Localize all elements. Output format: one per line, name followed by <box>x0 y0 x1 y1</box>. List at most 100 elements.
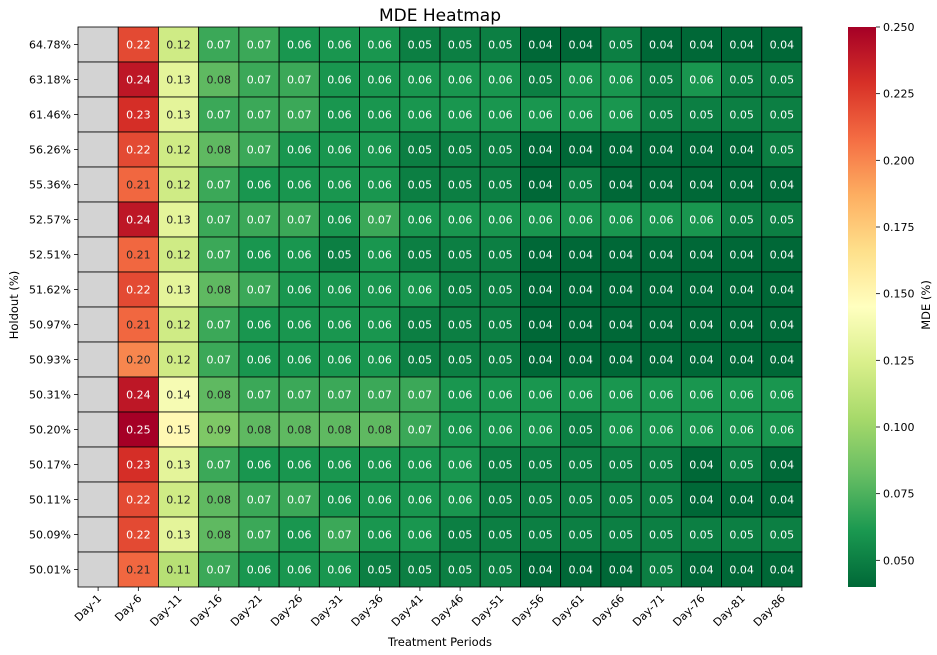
cell-value-label: 0.04 <box>770 284 795 297</box>
cell-value-label: 0.04 <box>649 249 674 262</box>
cell-value-label: 0.13 <box>166 109 191 122</box>
heatmap-cell <box>761 271 803 308</box>
cell-value-label: 0.06 <box>408 284 433 297</box>
heatmap-cell <box>520 551 562 588</box>
heatmap-cell <box>77 411 119 448</box>
cell-value-label: 0.06 <box>528 389 553 402</box>
cell-value-label: 0.04 <box>528 144 553 157</box>
cell-value-label: 0.21 <box>126 319 151 332</box>
cell-value-label: 0.04 <box>609 179 634 192</box>
cell-value-label: 0.06 <box>327 354 352 367</box>
heatmap-cell <box>77 271 119 308</box>
heatmap-cell <box>600 516 642 553</box>
x-tick-label: Day-51 <box>469 592 506 629</box>
cell-value-label: 0.04 <box>689 354 714 367</box>
cell-value-label: 0.07 <box>207 459 232 472</box>
cell-value-label: 0.06 <box>367 354 392 367</box>
cell-value-label: 0.23 <box>126 109 151 122</box>
heatmap-cell <box>439 341 481 378</box>
cell-value-label: 0.04 <box>689 459 714 472</box>
cell-value-label: 0.13 <box>166 74 191 87</box>
heatmap-cell <box>479 551 521 588</box>
heatmap-cell <box>600 341 642 378</box>
cell-value-label: 0.05 <box>448 529 473 542</box>
cell-value-label: 0.07 <box>287 214 312 227</box>
heatmap-cell <box>520 61 562 98</box>
heatmap-cell <box>238 411 280 448</box>
colorbar-tick-label: 0.225 <box>883 88 915 101</box>
colorbar-tick-label: 0.150 <box>883 288 915 301</box>
heatmap-cell <box>479 446 521 483</box>
cell-value-label: 0.06 <box>609 214 634 227</box>
y-tick-label: 50.31% <box>29 389 71 402</box>
cell-value-label: 0.05 <box>488 39 513 52</box>
heatmap-cell <box>680 411 722 448</box>
cell-value-label: 0.05 <box>770 74 795 87</box>
heatmap-cell <box>278 481 320 518</box>
cell-value-label: 0.04 <box>528 354 553 367</box>
cell-value-label: 0.06 <box>649 424 674 437</box>
heatmap-cell <box>359 341 401 378</box>
heatmap-cell <box>278 166 320 203</box>
cell-value-label: 0.06 <box>287 459 312 472</box>
cell-value-label: 0.05 <box>569 529 594 542</box>
heatmap-cell <box>640 166 682 203</box>
cell-value-label: 0.05 <box>408 179 433 192</box>
heatmap-cell <box>439 271 481 308</box>
heatmap-cell <box>318 236 360 273</box>
cell-value-label: 0.05 <box>689 109 714 122</box>
heatmap-cell <box>117 26 159 63</box>
heatmap-cell <box>680 201 722 238</box>
cell-value-label: 0.06 <box>488 424 513 437</box>
cell-value-label: 0.13 <box>166 459 191 472</box>
heatmap-cell <box>439 481 481 518</box>
cell-value-label: 0.11 <box>166 564 191 577</box>
heatmap-cell <box>158 96 200 133</box>
x-tick-label: Day-31 <box>308 592 345 629</box>
cell-value-label: 0.08 <box>207 389 232 402</box>
heatmap-cell <box>600 306 642 343</box>
cell-value-label: 0.08 <box>207 284 232 297</box>
cell-value-label: 0.05 <box>649 459 674 472</box>
heatmap-cell <box>158 236 200 273</box>
colorbar-tick-label: 0.250 <box>883 21 915 34</box>
cell-value-label: 0.06 <box>448 424 473 437</box>
x-tick-label: Day-76 <box>670 592 707 629</box>
cell-value-label: 0.05 <box>569 459 594 472</box>
y-tick-label: 50.01% <box>29 564 71 577</box>
heatmap-cell <box>439 376 481 413</box>
heatmap-cell <box>721 96 763 133</box>
cell-value-label: 0.06 <box>689 424 714 437</box>
heatmap-cell <box>77 516 119 553</box>
cell-value-label: 0.06 <box>287 144 312 157</box>
cell-value-label: 0.06 <box>327 39 352 52</box>
cell-value-label: 0.07 <box>207 249 232 262</box>
y-tick-label: 61.46% <box>29 109 71 122</box>
heatmap-cell <box>238 271 280 308</box>
cell-value-label: 0.07 <box>247 74 272 87</box>
heatmap-cell <box>278 131 320 168</box>
cell-value-label: 0.06 <box>448 389 473 402</box>
cell-value-label: 0.05 <box>448 144 473 157</box>
heatmap-cell <box>399 236 441 273</box>
heatmap-cell <box>721 26 763 63</box>
cell-value-label: 0.06 <box>408 74 433 87</box>
cell-value-label: 0.04 <box>609 284 634 297</box>
cell-value-label: 0.07 <box>207 109 232 122</box>
heatmap-cell <box>600 131 642 168</box>
cell-value-label: 0.06 <box>367 494 392 507</box>
heatmap-cell <box>318 61 360 98</box>
cell-value-label: 0.07 <box>408 424 433 437</box>
cell-value-label: 0.22 <box>126 144 151 157</box>
heatmap-cell <box>278 551 320 588</box>
heatmap-cells: 0.22 0.12 0.07 0.07 0.06 0.06 0.06 0.05 0.05 0.05… <box>77 26 803 588</box>
cell-value-label: 0.07 <box>207 564 232 577</box>
heatmap-cell <box>479 131 521 168</box>
colorbar-tick-label: 0.200 <box>883 154 915 167</box>
heatmap-cell <box>77 446 119 483</box>
cell-value-label: 0.04 <box>649 284 674 297</box>
heatmap-cell <box>359 516 401 553</box>
cell-value-label: 0.07 <box>247 109 272 122</box>
heatmap-cell <box>761 376 803 413</box>
heatmap-cell <box>278 236 320 273</box>
